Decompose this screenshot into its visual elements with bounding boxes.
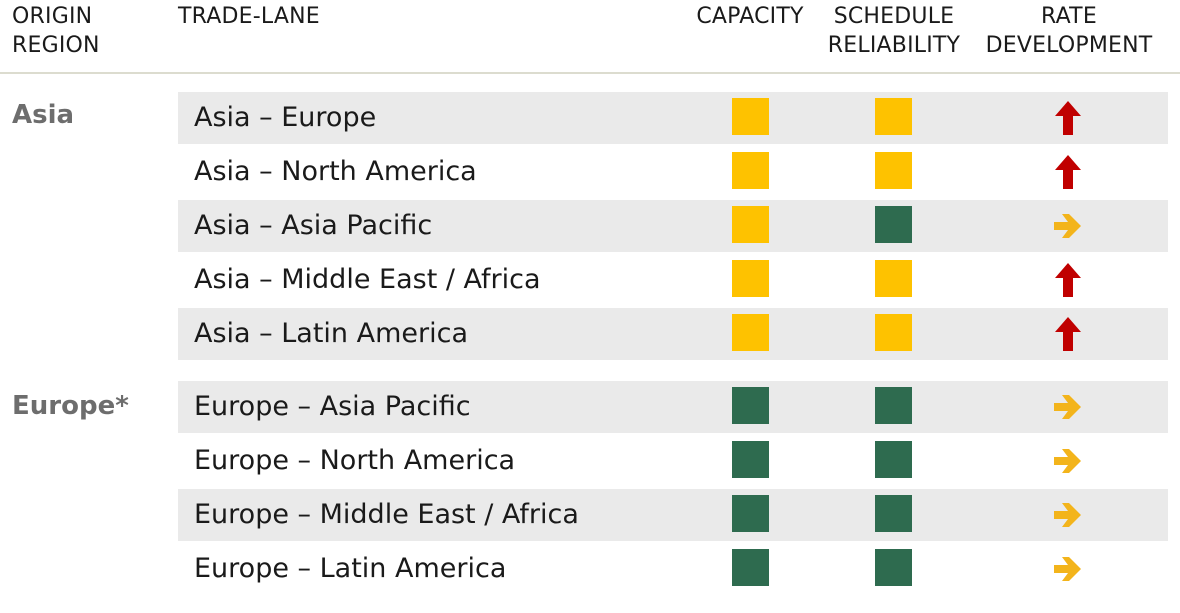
capacity-status-green <box>732 549 769 586</box>
table-row: Asia – Latin America <box>178 308 1168 360</box>
arrow-right-icon <box>1048 549 1088 589</box>
capacity-status-yellow <box>732 152 769 189</box>
trade-lane-name: Asia – Latin America <box>194 318 468 349</box>
capacity-status-yellow <box>732 98 769 135</box>
arrow-right-icon <box>1048 206 1088 246</box>
capacity-status-yellow <box>732 206 769 243</box>
table-row: Europe – Middle East / Africa <box>178 489 1168 541</box>
arrow-up-icon <box>1048 98 1088 138</box>
region-label-europe: Europe* <box>12 391 129 421</box>
table-row: Asia – Middle East / Africa <box>178 254 1168 306</box>
arrow-right-icon <box>1048 495 1088 535</box>
arrow-right-icon <box>1048 441 1088 481</box>
capacity-status-green <box>732 495 769 532</box>
trade-lane-name: Asia – North America <box>194 156 477 187</box>
table-row: Europe – Asia Pacific <box>178 381 1168 433</box>
header-rate-line1: RATE <box>1041 4 1097 29</box>
table-row: Asia – Asia Pacific <box>178 200 1168 252</box>
schedule-reliability-status-green <box>875 441 912 478</box>
capacity-status-yellow <box>732 260 769 297</box>
trade-lane-name: Asia – Asia Pacific <box>194 210 433 241</box>
capacity-status-green <box>732 387 769 424</box>
schedule-reliability-status-yellow <box>875 98 912 135</box>
header-trade-lane: TRADE-LANE <box>178 2 320 31</box>
arrow-right-icon <box>1048 387 1088 427</box>
schedule-reliability-status-yellow <box>875 314 912 351</box>
schedule-reliability-status-yellow <box>875 260 912 297</box>
trade-lane-name: Asia – Middle East / Africa <box>194 264 541 295</box>
arrow-up-icon <box>1048 152 1088 192</box>
header-origin-line1: ORIGIN <box>12 4 93 29</box>
table-row: Europe – Latin America <box>178 543 1168 595</box>
table-row: Europe – North America <box>178 435 1168 487</box>
table-row: Asia – North America <box>178 146 1168 198</box>
header-origin-line2: REGION <box>12 33 100 58</box>
header-capacity-label: CAPACITY <box>696 4 804 29</box>
header-origin-region: ORIGIN REGION <box>12 2 100 60</box>
header-capacity: CAPACITY <box>680 2 820 31</box>
region-label-asia: Asia <box>12 100 75 130</box>
trade-lane-name: Asia – Europe <box>194 102 377 133</box>
trade-lane-name: Europe – Asia Pacific <box>194 391 471 422</box>
capacity-status-green <box>732 441 769 478</box>
header-trade-lane-label: TRADE-LANE <box>178 4 320 29</box>
header-divider <box>0 72 1180 74</box>
trade-lane-name: Europe – Latin America <box>194 553 507 584</box>
schedule-reliability-status-green <box>875 549 912 586</box>
header-schedule-line1: SCHEDULE <box>833 4 955 29</box>
schedule-reliability-status-green <box>875 206 912 243</box>
arrow-up-icon <box>1048 260 1088 300</box>
capacity-status-yellow <box>732 314 769 351</box>
schedule-reliability-status-green <box>875 495 912 532</box>
header-rate-development: RATE DEVELOPMENT <box>968 2 1170 60</box>
schedule-reliability-status-green <box>875 387 912 424</box>
schedule-reliability-status-yellow <box>875 152 912 189</box>
header-schedule-line2: RELIABILITY <box>827 33 961 58</box>
header-rate-line2: DEVELOPMENT <box>985 33 1153 58</box>
trade-lane-name: Europe – Middle East / Africa <box>194 499 579 530</box>
header-schedule-reliability: SCHEDULE RELIABILITY <box>820 2 968 60</box>
table-row: Asia – Europe <box>178 92 1168 144</box>
trade-lane-name: Europe – North America <box>194 445 516 476</box>
arrow-up-icon <box>1048 314 1088 354</box>
